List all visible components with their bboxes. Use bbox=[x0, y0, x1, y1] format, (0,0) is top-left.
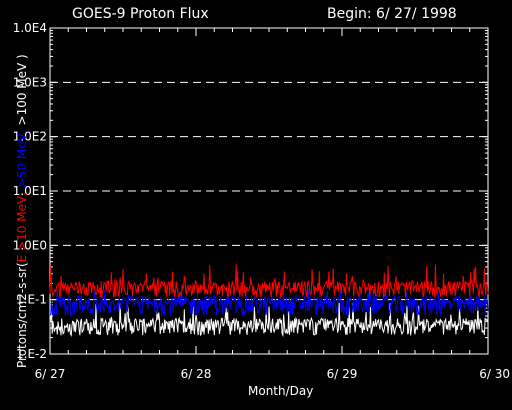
x-axis: 6/ 27 6/ 28 6/ 29 6/ 30 bbox=[35, 28, 510, 381]
y-axis-label-part: >50 MeV, bbox=[15, 125, 29, 188]
begin-date-label: Begin: 6/ 27/ 1998 bbox=[327, 6, 457, 22]
grid-lines bbox=[50, 81, 488, 301]
series-group bbox=[49, 264, 489, 338]
y-tick-label: 1.E-2 bbox=[16, 347, 47, 361]
y-tick-label: 1.0E0 bbox=[13, 238, 47, 252]
series-line bbox=[49, 289, 489, 318]
y-axis: 1.0E4 1.0E3 1.0E2 1.0E1 1.0E0 1.E-1 1.E-2 bbox=[13, 21, 488, 361]
y-axis-label-part: Protons/cm2-s-sr( bbox=[15, 262, 29, 368]
x-tick-label: 6/ 30 bbox=[479, 367, 510, 381]
chart-title: GOES-9 Proton Flux bbox=[72, 6, 209, 22]
x-tick-label: 6/ 27 bbox=[35, 367, 66, 381]
y-axis-label-part: E >10 MeV, bbox=[15, 188, 29, 262]
y-tick-label: 1.0E3 bbox=[13, 75, 47, 89]
x-tick-label: 6/ 29 bbox=[327, 367, 358, 381]
series-line bbox=[49, 264, 489, 299]
x-axis-label: Month/Day bbox=[248, 384, 313, 398]
y-tick-label: 1.E-1 bbox=[16, 293, 47, 307]
x-tick-label: 6/ 28 bbox=[181, 367, 212, 381]
y-tick-label: 1.0E1 bbox=[13, 184, 47, 198]
y-tick-label: 1.0E4 bbox=[13, 21, 47, 35]
y-tick-label: 1.0E2 bbox=[13, 130, 47, 144]
y-axis-label-part: >100 MeV ) bbox=[15, 54, 29, 125]
y-axis-label: Protons/cm2-s-sr(E >10 MeV, >50 MeV, >10… bbox=[15, 54, 29, 368]
series-line bbox=[49, 302, 489, 338]
